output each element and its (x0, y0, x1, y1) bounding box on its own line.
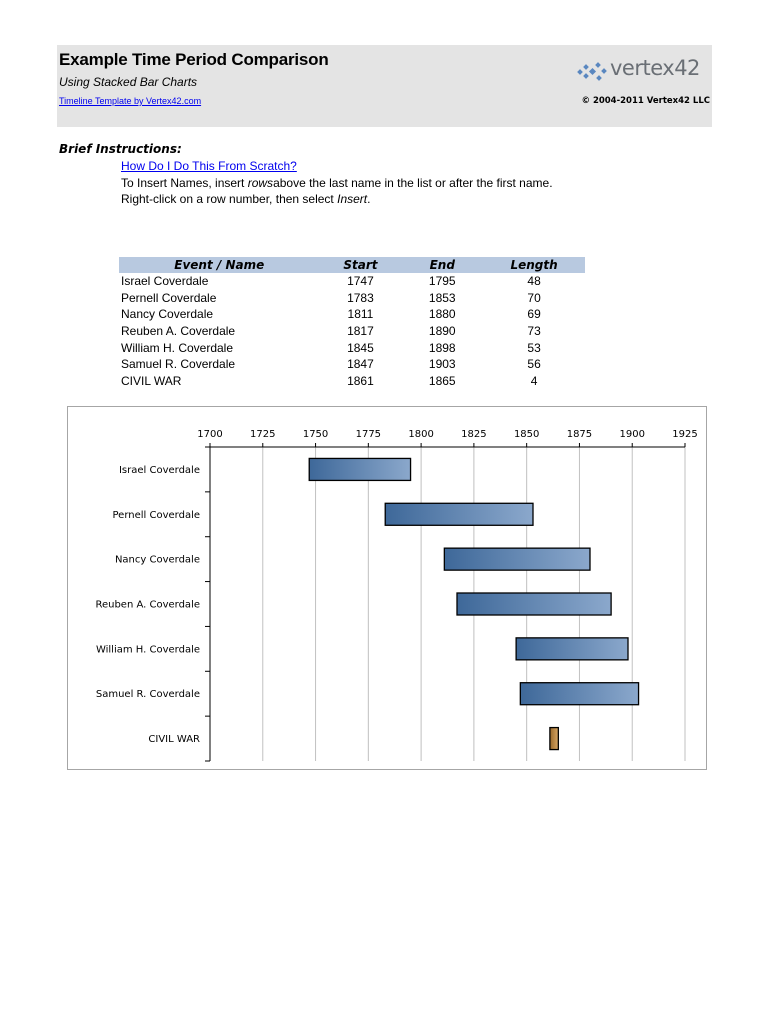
timeline-bar (519, 682, 640, 706)
instruction-emphasis: Insert (337, 192, 368, 206)
instruction-text: To Insert Names, insert (121, 176, 248, 190)
y-category-label: Reuben A. Coverdale (95, 600, 200, 611)
x-tick-label: 1875 (567, 429, 592, 440)
cell-length[interactable]: 70 (527, 290, 541, 305)
x-tick-label: 1825 (461, 429, 486, 440)
template-link[interactable]: Timeline Template by Vertex42.com (59, 96, 202, 106)
timeline-bar (456, 592, 612, 616)
timeline-chart[interactable]: 1700 1725 1750 1775 1800 1825 1850 1875 1900 1925… (67, 406, 707, 770)
cell-length[interactable]: 69 (527, 307, 541, 322)
timeline-bar (515, 637, 629, 661)
table-row[interactable]: Pernell Coverdale 1783 1853 70 (119, 290, 585, 307)
x-tick-label: 1775 (356, 429, 381, 440)
cell-name[interactable]: William H. Coverdale (121, 340, 234, 355)
cell-end[interactable]: 1898 (428, 340, 456, 355)
column-header-end[interactable]: End (401, 257, 484, 273)
page-subtitle: Using Stacked Bar Charts (59, 75, 198, 89)
instruction-line-insert-names: To Insert Names, insert rowsabove the la… (121, 176, 553, 190)
cell-name[interactable]: Reuben A. Coverdale (121, 324, 236, 339)
y-category-label: Israel Coverdale (119, 465, 200, 476)
cell-end[interactable]: 1890 (428, 324, 456, 339)
table-row[interactable]: William H. Coverdale 1845 1898 53 (119, 339, 585, 356)
y-category-label: William H. Coverdale (96, 644, 200, 655)
cell-end[interactable]: 1853 (428, 290, 456, 305)
x-tick-label: 1900 (619, 429, 644, 440)
table-header-row: Event / Name Start End Length (119, 257, 585, 273)
cell-length[interactable]: 73 (527, 324, 541, 339)
table-row[interactable]: Israel Coverdale 1747 1795 48 (119, 273, 585, 290)
table-row[interactable]: Nancy Coverdale 1811 1880 69 (119, 306, 585, 323)
x-tick-label: 1725 (250, 429, 275, 440)
cell-length[interactable]: 48 (527, 274, 541, 289)
column-header-name[interactable]: Event / Name (119, 257, 320, 273)
cell-start[interactable]: 1861 (347, 373, 374, 388)
x-tick-label: 1925 (672, 429, 697, 440)
instruction-emphasis: rows (247, 176, 274, 190)
x-tick-label: 1850 (514, 429, 539, 440)
cell-end[interactable]: 1865 (428, 373, 456, 388)
page-title: Example Time Period Comparison (59, 50, 329, 69)
cell-start[interactable]: 1847 (347, 357, 374, 372)
timeline-chart-svg: 1700 1725 1750 1775 1800 1825 1850 1875 1900 1925… (95, 429, 698, 762)
timeline-bar (308, 457, 412, 482)
x-tick-label: 1700 (197, 429, 222, 440)
y-category-label: Pernell Coverdale (113, 510, 201, 521)
y-category-label: CIVIL WAR (148, 734, 200, 745)
table-row[interactable]: CIVIL WAR 1861 1865 4 (119, 373, 585, 390)
cell-name[interactable]: Israel Coverdale (121, 274, 209, 289)
y-category-label: Nancy Coverdale (115, 555, 200, 566)
cell-length[interactable]: 53 (527, 340, 541, 355)
cell-name[interactable]: Pernell Coverdale (121, 290, 217, 305)
cell-start[interactable]: 1845 (347, 340, 374, 355)
event-bar (549, 726, 559, 751)
instruction-text: Right-click on a row number, then select (121, 192, 338, 206)
cell-end[interactable]: 1795 (428, 274, 456, 289)
table-row[interactable]: Reuben A. Coverdale 1817 1890 73 (119, 323, 585, 340)
vertex42-logo-icon[interactable] (576, 56, 712, 86)
instruction-line-right-click: Right-click on a row number, then select… (121, 192, 370, 206)
column-header-start[interactable]: Start (319, 257, 402, 273)
vertex42-logo-text: vertex42 (610, 56, 700, 80)
header-band (57, 45, 712, 127)
instruction-text: . (367, 192, 371, 206)
cell-start[interactable]: 1747 (347, 274, 374, 289)
table-row[interactable]: Samuel R. Coverdale 1847 1903 56 (119, 356, 585, 373)
cell-start[interactable]: 1817 (347, 324, 374, 339)
cell-end[interactable]: 1903 (428, 357, 456, 372)
cell-end[interactable]: 1880 (428, 307, 456, 322)
timeline-bar (384, 502, 534, 526)
y-category-label: Samuel R. Coverdale (96, 689, 200, 700)
cell-name[interactable]: CIVIL WAR (121, 373, 182, 388)
cell-length[interactable]: 4 (530, 373, 538, 388)
instructions-heading: Brief Instructions: (59, 142, 182, 156)
event-table: Event / Name Start End Length Israel Cov… (119, 257, 585, 389)
howto-link[interactable]: How Do I Do This From Scratch? (121, 159, 297, 173)
cell-name[interactable]: Samuel R. Coverdale (121, 357, 236, 372)
cell-length[interactable]: 56 (527, 357, 541, 372)
cell-start[interactable]: 1811 (347, 307, 374, 322)
instruction-text: above the last name in the list or after… (273, 176, 553, 190)
column-header-length[interactable]: Length (483, 257, 585, 273)
cell-name[interactable]: Nancy Coverdale (121, 307, 214, 322)
timeline-bar (443, 547, 591, 571)
copyright-text: © 2004-2011 Vertex42 LLC (581, 96, 710, 106)
x-tick-label: 1750 (303, 429, 328, 440)
cell-start[interactable]: 1783 (347, 290, 374, 305)
x-tick-label: 1800 (408, 429, 433, 440)
